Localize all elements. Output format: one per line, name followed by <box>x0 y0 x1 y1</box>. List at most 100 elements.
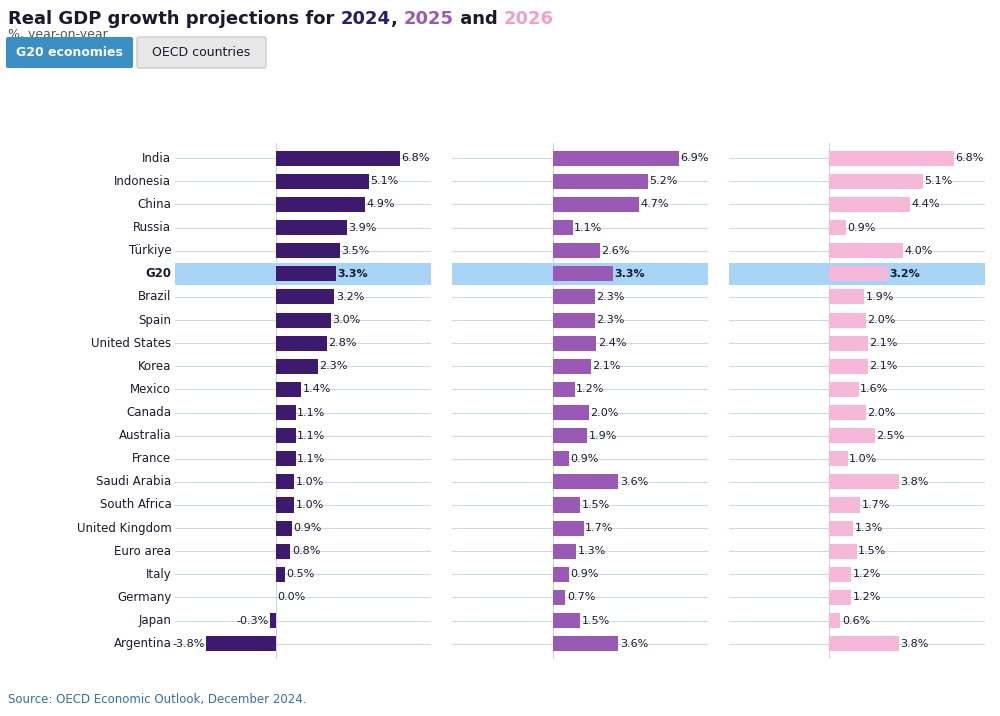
Bar <box>553 336 596 351</box>
Bar <box>829 382 859 397</box>
Bar <box>829 313 866 327</box>
Text: 2.1%: 2.1% <box>869 338 898 348</box>
Text: 1.1%: 1.1% <box>297 407 326 417</box>
Bar <box>829 543 857 558</box>
Bar <box>276 521 292 536</box>
Bar <box>829 359 868 374</box>
Text: Russia: Russia <box>133 221 171 234</box>
Text: 1.3%: 1.3% <box>578 546 606 556</box>
Text: 2.0%: 2.0% <box>867 407 896 417</box>
Text: Japan: Japan <box>138 614 171 627</box>
Text: 2.1%: 2.1% <box>869 362 898 372</box>
Text: France: France <box>132 453 171 465</box>
Text: 1.2%: 1.2% <box>576 384 604 395</box>
Text: 1.2%: 1.2% <box>853 592 881 602</box>
Bar <box>553 405 589 420</box>
Text: 2.3%: 2.3% <box>596 292 624 302</box>
Bar <box>829 613 840 628</box>
Text: 2025: 2025 <box>404 10 454 28</box>
Text: -0.3%: -0.3% <box>236 616 269 626</box>
Text: 0.0%: 0.0% <box>277 592 305 602</box>
Text: Canada: Canada <box>126 406 171 419</box>
Text: 6.9%: 6.9% <box>680 153 709 163</box>
Bar <box>276 289 334 304</box>
Bar <box>276 150 400 165</box>
Text: 1.9%: 1.9% <box>589 430 617 440</box>
Bar <box>553 359 591 374</box>
Bar <box>553 637 618 652</box>
Text: 1.0%: 1.0% <box>295 477 324 487</box>
Text: -3.8%: -3.8% <box>172 639 205 649</box>
Text: 0.9%: 0.9% <box>570 569 599 579</box>
Bar <box>829 197 910 212</box>
Bar <box>276 266 336 281</box>
Text: 6.8%: 6.8% <box>955 153 984 163</box>
Text: 2.8%: 2.8% <box>328 338 357 348</box>
Bar <box>829 243 903 258</box>
FancyBboxPatch shape <box>137 37 266 68</box>
Text: Australia: Australia <box>119 429 171 442</box>
Bar <box>829 405 866 420</box>
Text: 1.4%: 1.4% <box>303 384 331 395</box>
Bar <box>553 451 569 466</box>
Text: Indonesia: Indonesia <box>114 175 171 188</box>
Bar <box>553 220 573 235</box>
Bar <box>276 543 290 558</box>
Text: 5.1%: 5.1% <box>371 176 399 186</box>
Bar <box>829 498 860 513</box>
Text: South Africa: South Africa <box>100 498 171 511</box>
Text: 0.9%: 0.9% <box>847 223 876 233</box>
Bar <box>829 521 853 536</box>
Text: 1.7%: 1.7% <box>585 523 614 533</box>
Bar <box>369 263 736 285</box>
Bar <box>276 475 294 489</box>
Bar <box>276 428 296 443</box>
Text: 4.0%: 4.0% <box>904 246 932 256</box>
FancyBboxPatch shape <box>6 37 133 68</box>
Text: 5.2%: 5.2% <box>649 176 678 186</box>
Bar <box>276 382 301 397</box>
Text: 1.0%: 1.0% <box>849 454 877 464</box>
Text: and: and <box>454 10 504 28</box>
Bar <box>276 313 331 327</box>
Text: 1.0%: 1.0% <box>295 500 324 510</box>
Text: Italy: Italy <box>146 568 171 581</box>
Text: 6.8%: 6.8% <box>402 153 430 163</box>
Text: 1.6%: 1.6% <box>860 384 888 395</box>
Bar <box>276 174 369 189</box>
Text: OECD countries: OECD countries <box>152 46 251 59</box>
Text: United Kingdom: United Kingdom <box>77 522 171 535</box>
Text: 0.5%: 0.5% <box>286 569 315 579</box>
Text: 1.5%: 1.5% <box>581 616 610 626</box>
Text: Germany: Germany <box>117 591 171 604</box>
Bar <box>553 521 584 536</box>
Text: United States: United States <box>91 337 171 349</box>
Bar <box>553 150 679 165</box>
Text: 4.9%: 4.9% <box>367 200 395 210</box>
Bar <box>553 289 595 304</box>
Text: 3.8%: 3.8% <box>900 477 929 487</box>
Text: China: China <box>137 198 171 211</box>
Bar <box>829 475 899 489</box>
Bar <box>553 174 648 189</box>
Text: 0.9%: 0.9% <box>294 523 322 533</box>
Text: 2.5%: 2.5% <box>877 430 905 440</box>
Text: 4.4%: 4.4% <box>911 200 940 210</box>
Text: 3.6%: 3.6% <box>620 477 648 487</box>
Text: Euro area: Euro area <box>114 545 171 558</box>
Bar <box>276 336 327 351</box>
Bar <box>276 498 294 513</box>
Bar <box>553 590 565 605</box>
Text: Source: OECD Economic Outlook, December 2024.: Source: OECD Economic Outlook, December … <box>8 693 306 706</box>
Bar <box>553 475 618 489</box>
Text: 3.2%: 3.2% <box>889 268 920 279</box>
Bar <box>270 613 276 628</box>
Bar <box>553 243 600 258</box>
Text: 1.5%: 1.5% <box>858 546 887 556</box>
Bar <box>829 174 923 189</box>
Text: 0.8%: 0.8% <box>292 546 320 556</box>
Text: 2024: 2024 <box>341 10 391 28</box>
Bar <box>93 263 459 285</box>
Bar <box>829 428 875 443</box>
Text: India: India <box>142 152 171 165</box>
